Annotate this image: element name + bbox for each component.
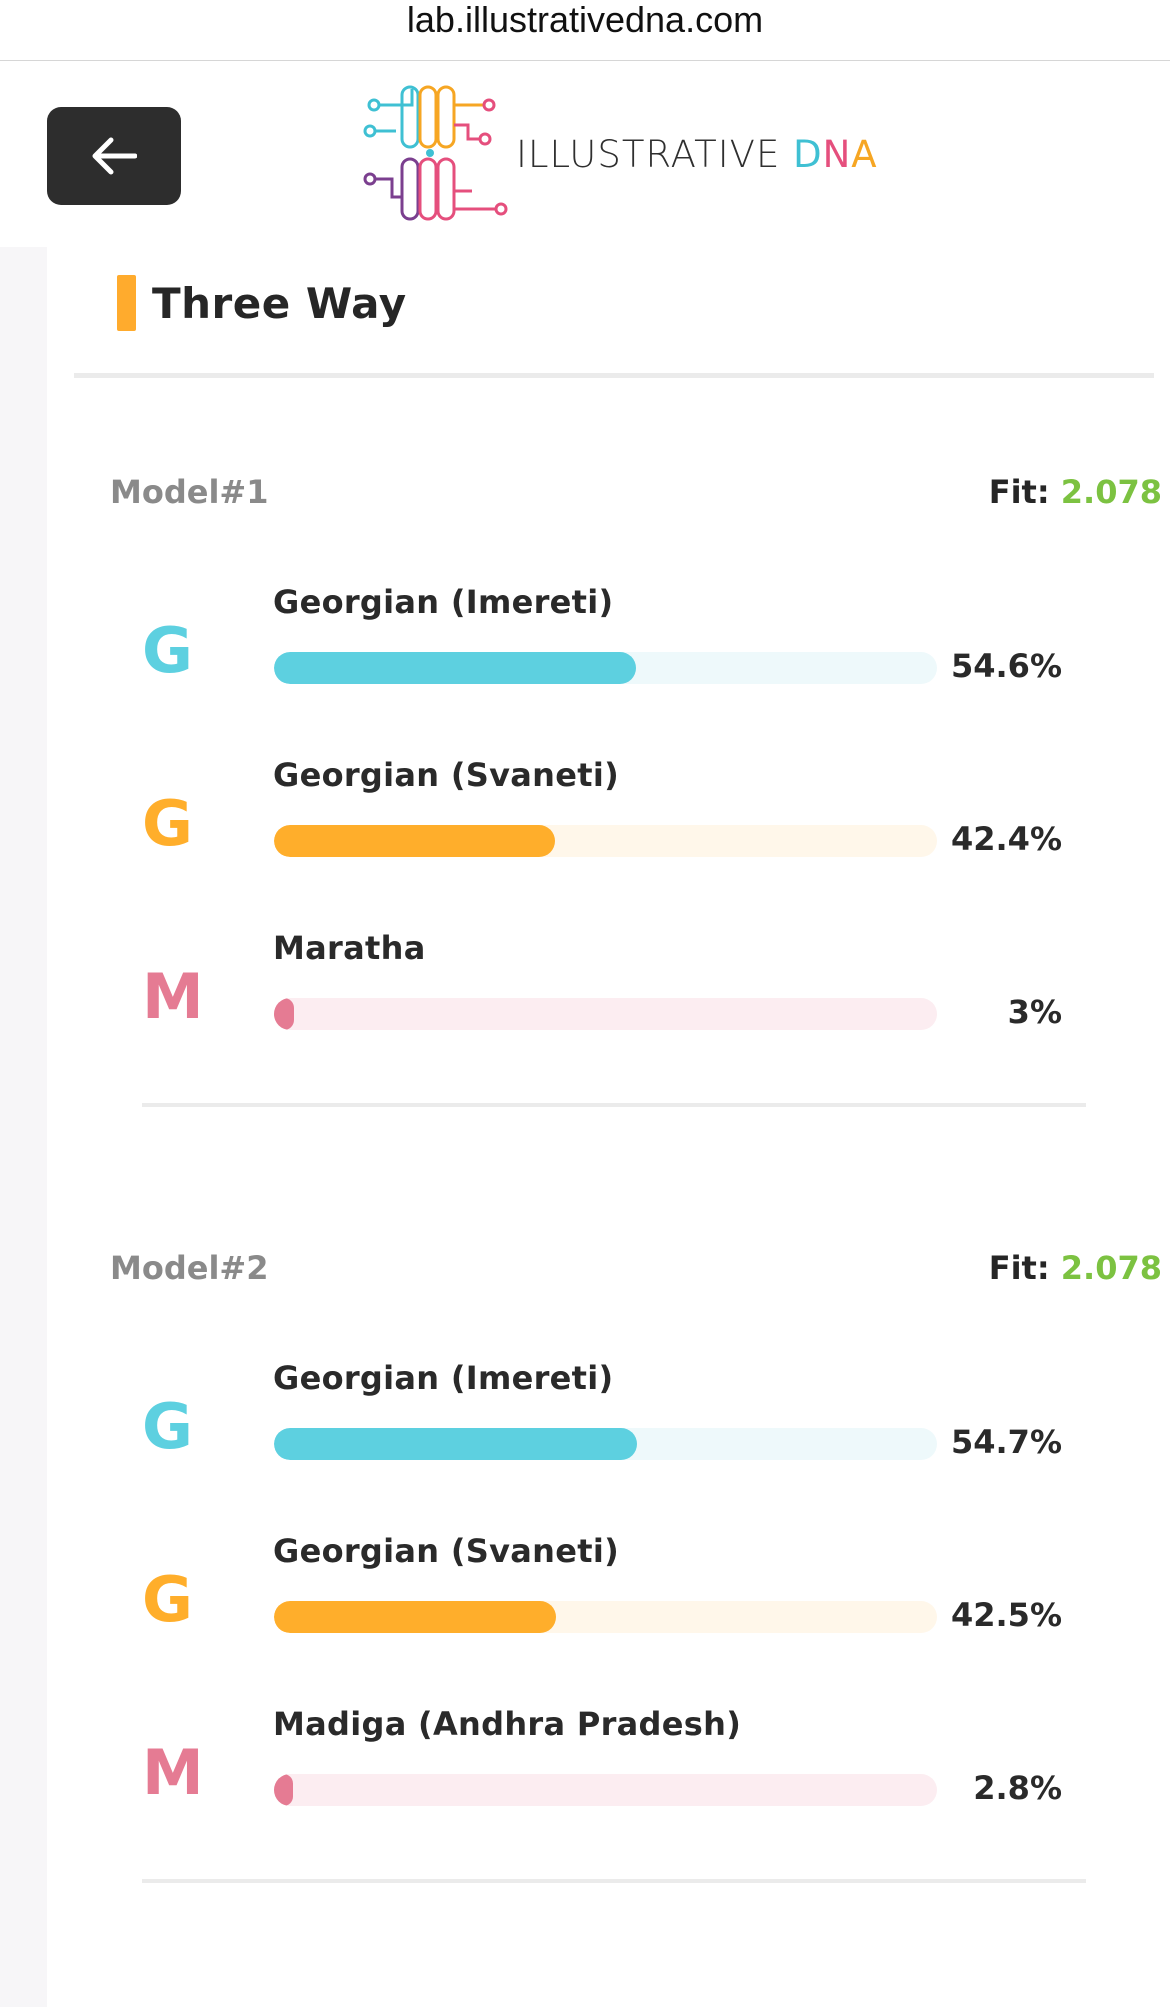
fit-score: Fit: 2.078 (989, 472, 1162, 512)
population-name: Georgian (Imereti) (273, 583, 614, 621)
population-initial: M (142, 1736, 204, 1809)
logo-letter-a: A (851, 132, 878, 176)
model-divider (142, 1103, 1086, 1107)
population-row: G Georgian (Imereti) 54.6% (47, 582, 1170, 712)
percentage-bar-track (274, 652, 937, 684)
percentage-value: 54.7% (950, 1423, 1062, 1461)
population-row: M Maratha 3% (47, 928, 1170, 1058)
logo-letter-d: D (793, 132, 823, 176)
population-row: G Georgian (Svaneti) 42.5% (47, 1531, 1170, 1661)
fit-value: 2.078 (1060, 473, 1162, 511)
percentage-bar-fill (274, 998, 294, 1030)
percentage-value: 54.6% (950, 647, 1062, 685)
section-divider (74, 373, 1154, 378)
population-name: Georgian (Svaneti) (273, 1532, 620, 1570)
percentage-bar-track (274, 998, 937, 1030)
percentage-bar-fill (274, 1428, 637, 1460)
population-name: Madiga (Andhra Pradesh) (273, 1705, 742, 1743)
results-panel: Three Way Model#1 Fit: 2.078 G Georgian (Im… (47, 247, 1170, 2007)
arrow-left-icon (92, 137, 137, 175)
logo-word-dna: DNA (793, 133, 878, 176)
back-button[interactable] (47, 107, 181, 205)
percentage-value: 3% (1007, 993, 1062, 1031)
model-label: Model#1 (110, 473, 269, 511)
population-initial: G (142, 787, 193, 860)
fit-label: Fit: (988, 473, 1061, 511)
population-name: Georgian (Imereti) (273, 1359, 614, 1397)
population-name: Maratha (273, 929, 426, 967)
percentage-bar-fill (274, 1601, 556, 1633)
logo-wordmark: ILLUSTRATIVE DNA (516, 133, 878, 176)
section-title: Three Way (152, 278, 407, 328)
section-accent-bar (117, 275, 136, 331)
illustrative-dna-logo[interactable]: ILLUSTRATIVE DNA (362, 79, 878, 229)
population-row: G Georgian (Imereti) 54.7% (47, 1358, 1170, 1488)
population-name: Georgian (Svaneti) (273, 756, 620, 794)
population-row: M Madiga (Andhra Pradesh) 2.8% (47, 1704, 1170, 1834)
percentage-value: 42.5% (950, 1596, 1062, 1634)
percentage-bar-track (274, 825, 937, 857)
percentage-bar-track (274, 1601, 937, 1633)
section-header: Three Way (117, 275, 407, 331)
dna-circuit-logo-icon (363, 85, 508, 221)
address-bar[interactable]: lab.illustrativedna.com (0, 0, 1170, 61)
population-initial: G (142, 1563, 193, 1636)
percentage-bar-fill (274, 1774, 293, 1806)
percentage-bar-fill (274, 825, 556, 857)
logo-word-illustrative: ILLUSTRATIVE (516, 132, 781, 176)
population-initial: G (142, 1390, 193, 1463)
model-block: Model#1 Fit: 2.078 G Georgian (Imereti) 54.6… (47, 472, 1170, 1107)
model-label: Model#2 (110, 1249, 269, 1287)
site-header: ILLUSTRATIVE DNA (0, 61, 1170, 247)
population-initial: G (142, 614, 193, 687)
fit-score: Fit: 2.078 (989, 1248, 1162, 1288)
population-row: G Georgian (Svaneti) 42.4% (47, 755, 1170, 885)
url-text: lab.illustrativedna.com (406, 0, 764, 40)
percentage-value: 42.4% (950, 820, 1062, 858)
model-block: Model#2 Fit: 2.078 G Georgian (Imereti) 54.7… (47, 1248, 1170, 1883)
percentage-value: 2.8% (973, 1769, 1062, 1807)
logo-letter-n: N (822, 132, 852, 176)
percentage-bar-track (274, 1774, 937, 1806)
percentage-bar-fill (274, 652, 636, 684)
model-divider (142, 1879, 1086, 1883)
fit-value: 2.078 (1060, 1249, 1162, 1287)
page-background: Three Way Model#1 Fit: 2.078 G Georgian (Im… (0, 247, 1170, 2007)
population-initial: M (142, 960, 204, 1033)
percentage-bar-track (274, 1428, 937, 1460)
fit-label: Fit: (988, 1249, 1061, 1287)
